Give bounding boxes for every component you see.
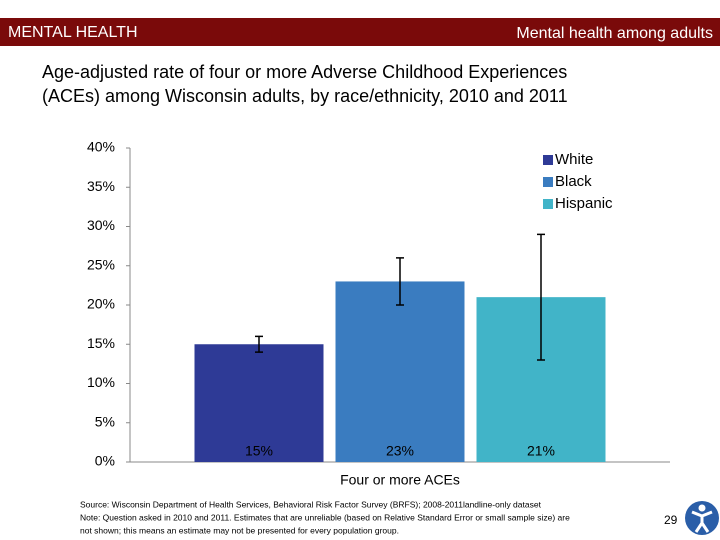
chart-title: Age-adjusted rate of four or more Advers… — [42, 62, 567, 82]
legend-label: Black — [555, 173, 592, 190]
error-bar — [396, 257, 404, 306]
legend-swatch — [543, 199, 553, 209]
legend-swatch — [543, 177, 553, 187]
y-tick-label: 40% — [87, 139, 115, 155]
error-bar — [255, 335, 263, 353]
y-tick-label: 30% — [87, 217, 115, 233]
footer-line: Source: Wisconsin Department of Health S… — [80, 499, 542, 509]
y-tick-label: 10% — [87, 374, 115, 390]
header-right: Mental health among adults — [516, 25, 713, 42]
header-bar — [0, 18, 720, 46]
value-label: 15% — [245, 443, 273, 459]
header-left: MENTAL HEALTH — [8, 24, 138, 41]
legend-swatch — [543, 155, 553, 165]
footer-line: Note: Question asked in 2010 and 2011. E… — [80, 512, 570, 522]
y-tick-label: 15% — [87, 335, 115, 351]
bar — [335, 281, 465, 462]
chart-title: (ACEs) among Wisconsin adults, by race/e… — [42, 86, 568, 106]
legend-label: Hispanic — [555, 195, 613, 212]
error-bar — [537, 233, 545, 361]
value-label: 21% — [527, 443, 555, 459]
y-tick-label: 20% — [87, 296, 115, 312]
page-number: 29 — [664, 513, 678, 527]
value-label: 23% — [386, 443, 414, 459]
logo — [685, 501, 719, 535]
x-tick-label: Four or more ACEs — [340, 472, 460, 488]
y-tick-label: 25% — [87, 256, 115, 272]
bar — [194, 344, 324, 462]
y-tick-label: 0% — [95, 453, 115, 469]
y-tick-label: 5% — [95, 413, 115, 429]
y-tick-label: 35% — [87, 178, 115, 194]
footer-line: not shown; this means an estimate may no… — [80, 525, 399, 535]
legend-label: White — [555, 151, 593, 168]
